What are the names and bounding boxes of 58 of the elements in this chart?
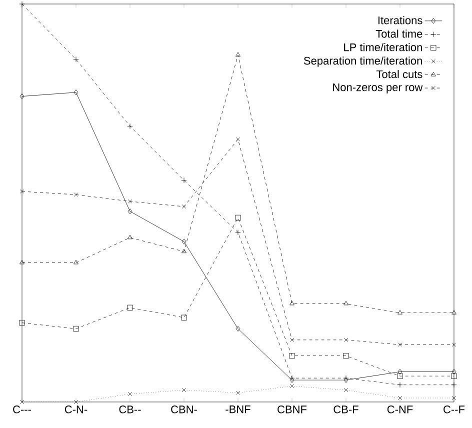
x-tick-label: CBNF bbox=[278, 406, 307, 414]
point bbox=[128, 234, 132, 240]
point bbox=[20, 260, 24, 264]
point bbox=[290, 300, 294, 306]
point bbox=[344, 300, 348, 306]
point bbox=[181, 314, 187, 320]
point bbox=[235, 214, 241, 221]
point bbox=[182, 388, 186, 392]
point bbox=[182, 204, 186, 209]
point bbox=[343, 353, 349, 359]
x-tick-label: CBN- bbox=[171, 406, 197, 414]
point bbox=[344, 388, 348, 392]
legend-label: Iterations bbox=[378, 16, 422, 24]
point bbox=[236, 137, 240, 142]
legend-label: LP time/iteration bbox=[344, 43, 422, 52]
point bbox=[128, 392, 132, 396]
point bbox=[451, 373, 457, 379]
x-tick-label: -BNF bbox=[226, 406, 250, 414]
legend-label: Separation time/iteration bbox=[304, 56, 422, 67]
point bbox=[397, 373, 403, 379]
point bbox=[236, 390, 240, 395]
legend-label: Total time bbox=[376, 30, 422, 38]
point bbox=[182, 248, 186, 254]
legend-label: Total cuts bbox=[376, 70, 422, 78]
point bbox=[452, 368, 456, 375]
point bbox=[74, 90, 78, 96]
point bbox=[344, 338, 348, 342]
point bbox=[452, 310, 456, 314]
point bbox=[20, 400, 24, 404]
point bbox=[127, 304, 133, 310]
x-tick-label: C--F bbox=[444, 406, 465, 414]
x-tick-label: CB-- bbox=[119, 406, 141, 414]
point bbox=[74, 260, 78, 264]
point bbox=[19, 320, 25, 326]
point bbox=[289, 353, 295, 359]
point bbox=[452, 342, 456, 347]
point bbox=[290, 384, 294, 388]
point bbox=[128, 199, 132, 204]
x-tick-label: C--- bbox=[13, 406, 31, 414]
legend-label: Non-zeros per row bbox=[333, 84, 423, 94]
point bbox=[290, 338, 294, 342]
x-tick-label: C-NF bbox=[387, 406, 413, 414]
point bbox=[73, 326, 79, 332]
point bbox=[344, 377, 348, 383]
point bbox=[74, 400, 78, 404]
point bbox=[182, 238, 186, 244]
point bbox=[236, 52, 240, 56]
point bbox=[20, 94, 24, 100]
point bbox=[398, 342, 402, 347]
point bbox=[20, 189, 24, 194]
point bbox=[398, 368, 402, 375]
point bbox=[398, 310, 402, 314]
point bbox=[236, 326, 240, 332]
point bbox=[290, 377, 294, 383]
x-tick-label: CB-F bbox=[334, 406, 358, 414]
point bbox=[74, 192, 78, 197]
point bbox=[128, 208, 132, 214]
x-tick-label: C-N- bbox=[64, 406, 88, 414]
